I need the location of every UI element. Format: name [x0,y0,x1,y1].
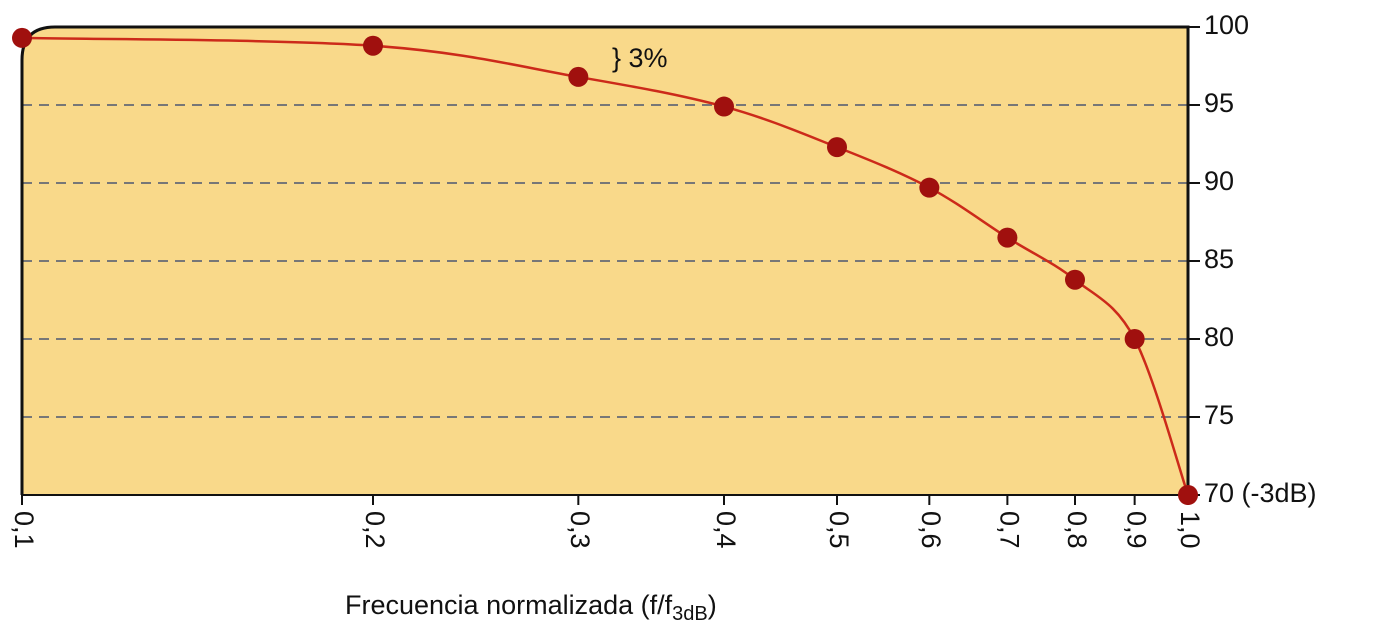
data-point [363,35,384,56]
x-tick-label: 0,4 [711,511,741,549]
x-tick-label: 0,1 [9,511,39,549]
x-axis-label-sub: 3dB [672,603,708,625]
x-axis-label-end: ) [708,590,717,620]
data-point [714,96,735,117]
x-tick-label: 0,5 [824,511,854,549]
data-point [997,227,1018,248]
y-tick-label: 90 [1204,166,1234,196]
y-tick-label: 100 [1204,10,1249,40]
y-tick-label: 85 [1204,244,1234,274]
data-point [568,66,589,87]
x-tick-label: 0,3 [565,511,595,549]
data-point [919,177,940,198]
y-tick-label: 70 (-3dB) [1204,478,1317,508]
y-tick-label: 80 [1204,322,1234,352]
x-tick-label: 0,7 [994,511,1024,549]
x-axis-label: Frecuencia normalizada (f/f3dB) [345,590,717,625]
data-point [826,137,847,158]
plot-frame [20,25,1190,495]
x-tick-label: 0,9 [1122,511,1152,549]
data-point [1124,329,1145,349]
data-point [12,27,32,48]
y-tick-label: 75 [1204,400,1234,430]
data-point [1178,485,1198,505]
x-axis-label-text: Frecuencia normalizada (f/f [345,590,673,620]
x-tick-label: 1,0 [1175,511,1205,549]
x-tick-label: 0,2 [360,511,390,549]
y-tick-label: 95 [1204,88,1234,118]
x-tick-label: 0,8 [1062,511,1092,549]
annotation: } 3% [612,43,668,73]
data-point [1065,269,1086,290]
x-tick-label: 0,6 [916,511,946,549]
